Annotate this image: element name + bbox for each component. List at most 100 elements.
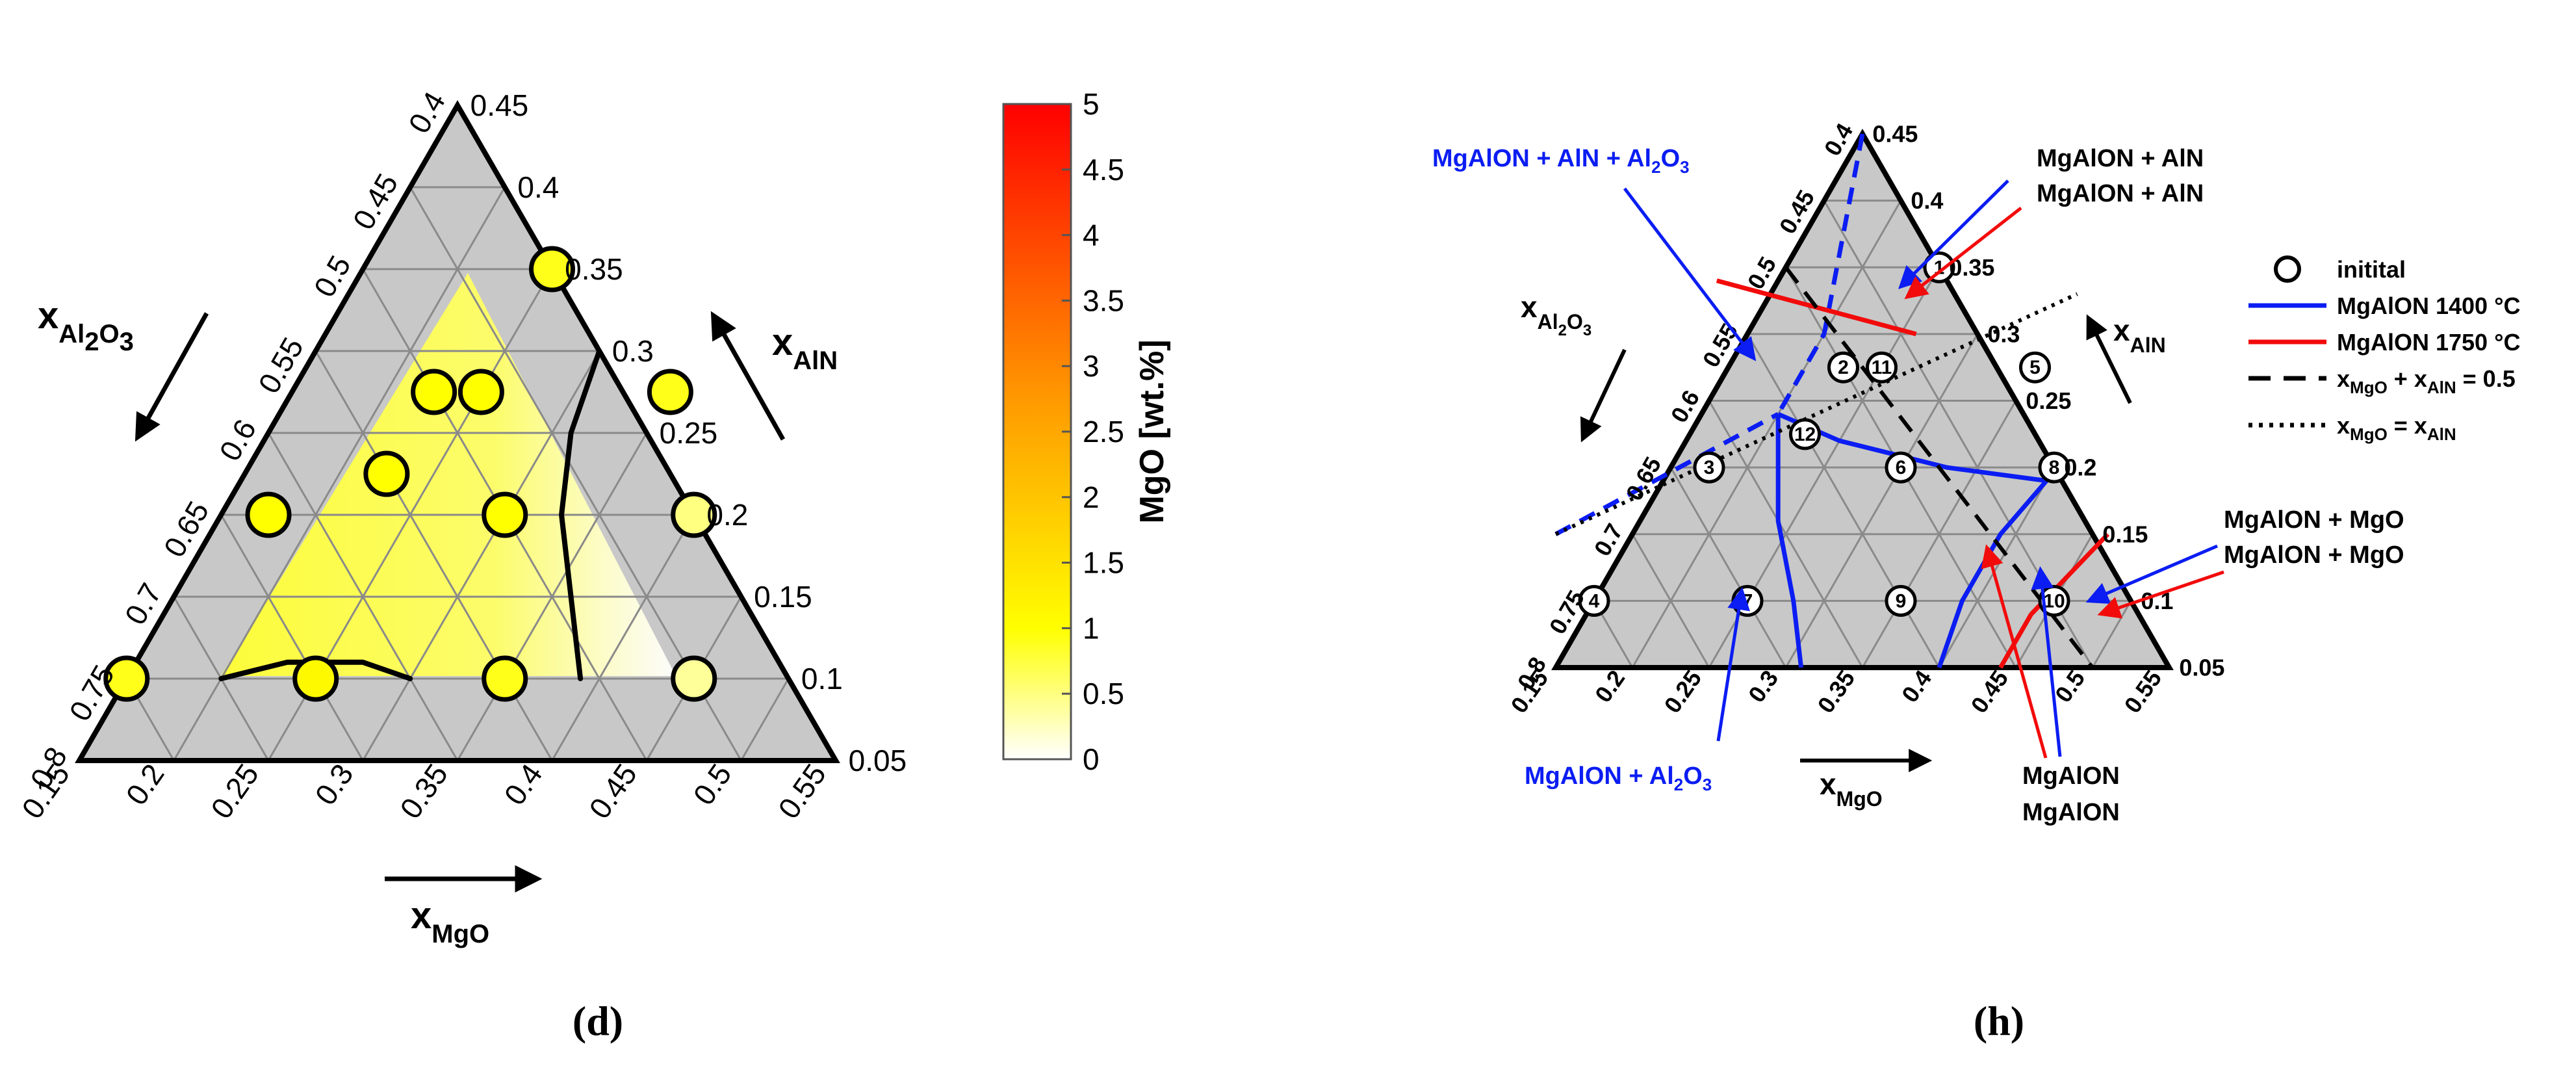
arrow-aln-h xyxy=(2086,314,2132,404)
data-point-marker xyxy=(2019,351,2051,384)
arrow-al2o3-d xyxy=(135,312,209,442)
data-point xyxy=(671,491,717,538)
grid-line xyxy=(2091,600,2132,668)
colorbar-tick-label: 1 xyxy=(1083,611,1100,645)
tick-label-aln: 0.3 xyxy=(612,334,654,368)
tick-label-aln: 0.35 xyxy=(565,252,623,286)
tick-label-aln: 0.45 xyxy=(470,88,529,122)
tick-label-aln: 0.4 xyxy=(1911,187,1943,214)
colorbar-label: MgO [wt.%] xyxy=(1133,339,1171,523)
grid-line xyxy=(1708,400,1864,668)
boundary-curve xyxy=(559,348,602,681)
annotation-arrow-4 xyxy=(2085,544,2218,605)
tick-label-aln: 0.3 xyxy=(1987,320,2020,347)
grid-line xyxy=(1669,467,1787,668)
data-point-6: 6 xyxy=(1885,451,1917,484)
annotation-mgalon-mgo-blue: MgAlON + MgO xyxy=(2224,506,2404,534)
data-point xyxy=(245,491,292,538)
data-point-2: 2 xyxy=(1827,351,1859,384)
grid-line xyxy=(362,350,600,761)
tick-label-aln: 0.25 xyxy=(660,416,718,450)
data-point xyxy=(671,655,717,702)
axis-label-mgo-d: xMgO xyxy=(411,894,489,948)
legend-label-dotted: xMgO = xAlN xyxy=(2337,412,2456,444)
data-point-marker xyxy=(1923,251,1955,283)
colorbar-tick-label: 3 xyxy=(1083,349,1100,383)
blue-phase-line xyxy=(1776,133,1865,415)
data-point-marker xyxy=(1578,584,1610,617)
data-point xyxy=(647,369,693,415)
data-point-1: 1 xyxy=(1923,251,1955,283)
data-point-marker xyxy=(1885,451,1917,484)
colorbar-tick-label: 4 xyxy=(1083,218,1100,252)
tick-label-mgo: 0.25 xyxy=(204,758,265,825)
red-phase-line xyxy=(1998,532,2110,669)
mgo-heat-region xyxy=(221,273,676,676)
colorbar-tick-label: 4.5 xyxy=(1083,153,1124,187)
colorbar-ticks: 0 0.5 1 1.5 2 2.5 3 3.5 4 4.5 5 xyxy=(1062,87,1124,776)
annotation-arrow-6 xyxy=(1716,587,1750,742)
tick-label-mgo: 0.45 xyxy=(1966,665,2014,718)
arrow-aln-d xyxy=(710,311,786,441)
tick-label-aln: 0.4 xyxy=(517,170,559,204)
colorbar-tick-label: 0 xyxy=(1083,742,1100,776)
tick-label-aln: 0.1 xyxy=(801,662,843,696)
grid-line xyxy=(740,678,790,761)
tick-label-mgo: 0.4 xyxy=(1896,665,1937,707)
data-point xyxy=(482,655,528,702)
tick-label-mgo: 0.55 xyxy=(771,758,832,825)
colorbar-tick-label: 2 xyxy=(1083,480,1100,514)
data-point-label: 10 xyxy=(2043,590,2065,612)
tick-label-mgo: 0.25 xyxy=(1659,665,1707,718)
data-point-marker xyxy=(1827,351,1859,384)
colorbar-tick-label: 2.5 xyxy=(1083,415,1124,449)
data-point xyxy=(457,369,504,415)
panel-d: 0.15 0.2 0.25 0.3 0.35 0.4 0.45 0.5 0.55 0.050.10… xyxy=(15,86,1171,1044)
data-point-label: 5 xyxy=(2029,357,2041,378)
data-point-marker xyxy=(2038,584,2070,617)
legend-marker-initial xyxy=(2274,255,2301,283)
arrow-al2o3-h xyxy=(1580,348,1627,443)
colorbar-tick-label: 1.5 xyxy=(1083,546,1124,580)
caption-d: (d) xyxy=(573,998,623,1044)
annotation-arrow-1 xyxy=(1623,187,1757,361)
data-point-marker xyxy=(1789,418,1821,450)
blue-phase-line xyxy=(1775,414,1804,668)
tick-label-aln: 0.15 xyxy=(2102,521,2148,547)
legend-label-dashed: xMgO + xAlN = 0.5 xyxy=(2337,365,2516,397)
annotation-mgalon-red: MgAlON xyxy=(2022,799,2120,826)
grid-line xyxy=(220,514,364,761)
axis-label-al2o3-d: xAl2O3 xyxy=(38,294,134,356)
blue-phase-line xyxy=(1554,411,1779,536)
grid-line xyxy=(173,187,506,761)
data-point-marker xyxy=(2038,451,2070,484)
colorbar-tick-label: 3.5 xyxy=(1083,283,1124,317)
triangle-outline-h xyxy=(1551,128,2174,670)
data-point-label: 6 xyxy=(1896,457,1907,478)
annotation-arrow-2 xyxy=(1898,179,2009,289)
data-point-11: 11 xyxy=(1866,351,1898,384)
tick-label-aln: 0.2 xyxy=(706,498,748,532)
data-point-8: 8 xyxy=(2038,451,2070,484)
data-point xyxy=(411,369,457,415)
axis-label-aln-h: xAlN xyxy=(2113,313,2166,357)
legend-label-1400: MgAlON 1400 °C xyxy=(2337,293,2520,319)
data-point-5: 5 xyxy=(2019,351,2051,384)
annotation-mgalon-aln-red: MgAlON + AlN xyxy=(2037,180,2204,207)
grid-line xyxy=(551,514,695,761)
data-point-marker xyxy=(1885,584,1917,617)
annotation-arrow-8 xyxy=(1981,544,2048,759)
data-point-label: 11 xyxy=(1872,357,1892,378)
tick-label-mgo: 0.45 xyxy=(582,758,643,825)
data-point-3: 3 xyxy=(1693,451,1725,484)
tick-label-mgo: 0.2 xyxy=(1590,665,1630,707)
colorbar-tick-label: 0.5 xyxy=(1083,677,1124,710)
annotation-mgalon-aln-blue: MgAlON + AlN xyxy=(2037,145,2204,172)
tick-label-mgo: 0.35 xyxy=(393,758,454,825)
tick-label-aln: 0.2 xyxy=(2064,454,2096,481)
tick-label-mgo: 0.4 xyxy=(497,758,548,811)
triangle-outline-d xyxy=(75,100,840,763)
